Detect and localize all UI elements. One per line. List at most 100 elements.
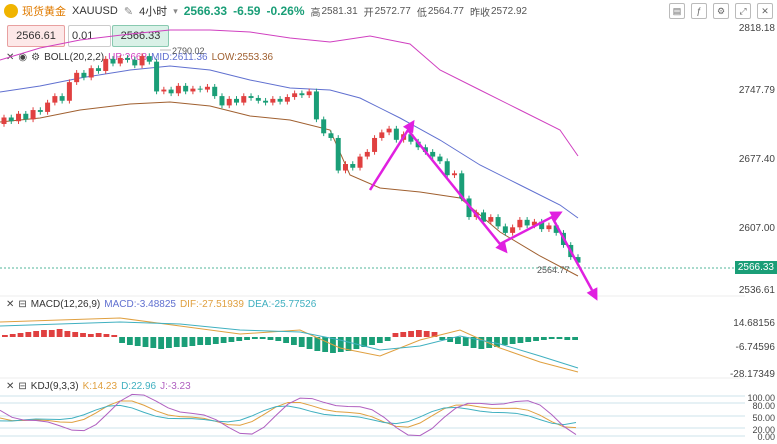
- candle-body: [306, 91, 312, 96]
- price-axis-label: 2607.00: [738, 223, 775, 234]
- macd-histogram-bar: [17, 333, 24, 337]
- boll-lower-line: [0, 101, 579, 277]
- close-icon[interactable]: ✕: [6, 52, 15, 63]
- candle-body: [52, 96, 58, 103]
- candle-body: [263, 100, 269, 103]
- candle-body: [364, 151, 370, 157]
- candle-body: [95, 68, 101, 71]
- candle-body: [524, 219, 530, 226]
- candle-body: [495, 217, 501, 227]
- trend-arrow-head: [586, 287, 598, 301]
- macd-histogram-bar: [33, 331, 40, 337]
- fullscreen-icon[interactable]: ⤢: [735, 3, 751, 19]
- low-label: 低: [416, 7, 427, 19]
- macd-histogram-bar: [283, 337, 289, 343]
- collapse-icon[interactable]: ⊟: [18, 299, 27, 310]
- timeframe-selector[interactable]: 4小时: [139, 6, 168, 18]
- candle-body: [241, 96, 247, 103]
- candle-body: [125, 57, 131, 60]
- macd-histogram-bar: [501, 337, 508, 345]
- kdj-axis-label: 80.00: [752, 401, 775, 411]
- candle-body: [430, 151, 436, 157]
- macd-histogram-bar: [439, 337, 446, 340]
- candle-body: [313, 91, 319, 120]
- candle-body: [154, 61, 160, 92]
- candle-body: [255, 97, 261, 101]
- candle-body: [277, 98, 283, 102]
- candle-body: [342, 164, 348, 171]
- macd-histogram-bar: [298, 337, 305, 347]
- pencil-icon[interactable]: ✎: [123, 5, 134, 18]
- symbol-name[interactable]: 现货黄金: [22, 6, 66, 18]
- candle-body: [204, 86, 210, 90]
- candle-body: [74, 72, 80, 83]
- candle-body: [117, 57, 123, 64]
- settings-icon[interactable]: ⚙: [31, 52, 41, 63]
- boll-middle-line: [0, 65, 579, 219]
- kdj-j-line: [0, 393, 577, 437]
- open-label: 开: [363, 7, 374, 19]
- chart-type-icon[interactable]: ▤: [669, 3, 685, 19]
- macd-histogram-bar: [525, 337, 532, 342]
- macd-histogram-bar: [509, 337, 516, 344]
- boll-upper-line: [0, 29, 579, 157]
- macd-histogram-bar: [9, 334, 16, 337]
- candle-body: [132, 59, 138, 66]
- close-icon[interactable]: ✕: [6, 381, 15, 392]
- sell-price-button[interactable]: 2566.61: [7, 25, 65, 47]
- candle-body: [575, 257, 581, 263]
- macd-histogram-bar: [48, 330, 55, 337]
- candle-body: [335, 137, 341, 171]
- macd-histogram-bar: [228, 337, 235, 342]
- macd-histogram-bar: [220, 337, 227, 343]
- dif-line: [0, 317, 579, 373]
- macd-histogram-bar: [142, 337, 149, 347]
- candle-body: [234, 98, 240, 103]
- macd-histogram-bar: [275, 337, 282, 341]
- macd-axis-label: -28.17349: [729, 369, 775, 380]
- candle-body: [161, 89, 167, 92]
- kdj-d-line: [0, 404, 577, 426]
- kdj-axis-label: 0.00: [757, 432, 775, 442]
- macd-histogram-bar: [189, 337, 196, 346]
- buy-price-button[interactable]: 2566.33: [112, 25, 169, 47]
- macd-histogram-bar: [212, 337, 219, 344]
- collapse-icon[interactable]: ⊟: [18, 381, 27, 392]
- close-icon[interactable]: ✕: [6, 299, 15, 310]
- price-change-pct: -0.26%: [266, 4, 305, 18]
- symbol-code[interactable]: XAUUSD: [72, 5, 118, 17]
- macd-histogram-bar: [150, 337, 157, 348]
- candle-body: [212, 86, 218, 97]
- candle-body: [30, 110, 36, 120]
- candle-body: [379, 132, 385, 138]
- candle-body: [357, 156, 363, 168]
- settings-icon[interactable]: ⚙: [713, 3, 729, 19]
- close-icon[interactable]: ✕: [757, 3, 773, 19]
- macd-histogram-bar: [306, 337, 313, 349]
- macd-name[interactable]: MACD(12,26,9): [30, 299, 101, 310]
- boll-name[interactable]: BOLL(20,2,2): [44, 52, 105, 63]
- macd-histogram-bar: [236, 337, 243, 341]
- macd-histogram-bar: [314, 337, 321, 351]
- macd-histogram-bar: [462, 337, 469, 346]
- candle-body: [451, 173, 457, 176]
- indicator-icon[interactable]: ƒ: [691, 3, 707, 19]
- macd-histogram-bar: [197, 337, 204, 345]
- low-value: 2564.77: [427, 5, 464, 17]
- candle-body: [299, 93, 305, 96]
- chart-toolbar: ▤ ƒ ⚙ ⤢ ✕: [669, 3, 773, 19]
- macd-histogram-bar: [415, 330, 422, 337]
- dif-value-label: DIF:-27.51939: [179, 299, 244, 310]
- macd-histogram-bar: [447, 337, 454, 342]
- kdj-name[interactable]: KDJ(9,3,3): [30, 381, 79, 392]
- macd-histogram-bar: [158, 337, 165, 349]
- eye-icon[interactable]: ◉: [18, 52, 28, 63]
- macd-histogram-bar: [540, 337, 547, 340]
- macd-histogram-bar: [470, 337, 477, 348]
- macd-histogram-bar: [392, 333, 399, 337]
- macd-histogram-bar: [376, 337, 383, 343]
- k-value-label: K:14.23: [82, 381, 118, 392]
- chevron-down-icon[interactable]: ▾: [173, 5, 178, 16]
- candle-body: [459, 173, 465, 199]
